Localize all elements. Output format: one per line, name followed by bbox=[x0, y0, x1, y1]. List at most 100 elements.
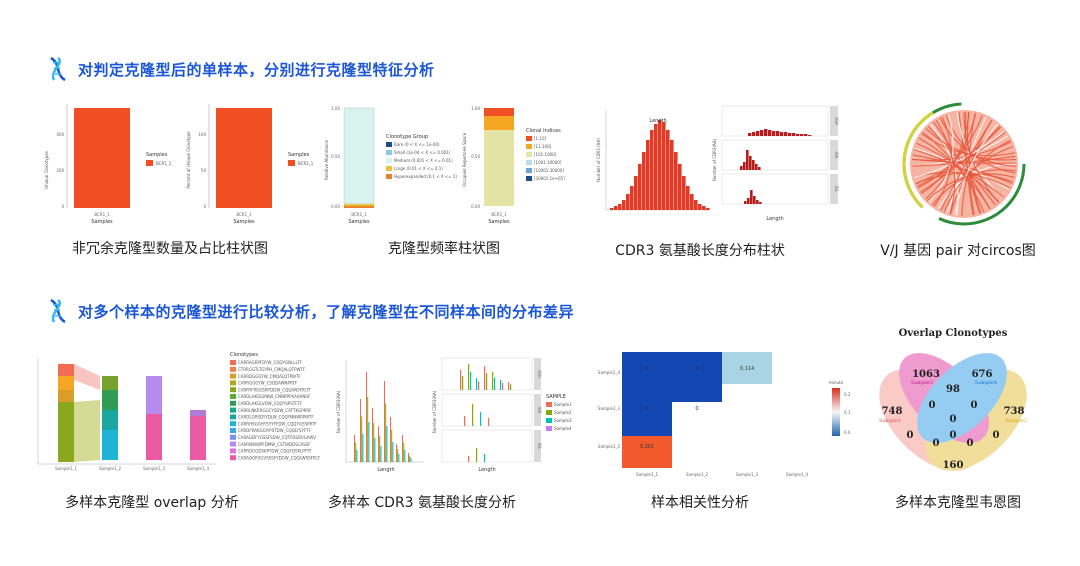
legend-label: CARRDGGDSKPYDW_CQQYQSPLPFTF bbox=[238, 449, 312, 454]
facet-bar bbox=[500, 380, 502, 390]
legend-title: Samples bbox=[288, 152, 310, 158]
legend: CARRAGRPFDYW_CQQYGNLLLTF CTRRGGTLTGYPH_CM… bbox=[230, 360, 320, 460]
stratum bbox=[58, 390, 74, 402]
bar bbox=[378, 426, 379, 462]
y-tick: 0.00 bbox=[471, 204, 480, 209]
y-tick: 400 bbox=[56, 132, 64, 137]
hist-bar bbox=[706, 208, 710, 210]
venn-diagram: Overlap Clonotypes 1063 676 748 738 98 1… bbox=[879, 328, 1027, 471]
facet-bar bbox=[468, 456, 470, 462]
legend-label: BCR1_1 bbox=[156, 161, 172, 166]
legend-label: CARRNWWPFDMW_CSTWDDSCASSF bbox=[238, 442, 311, 447]
hist-bar bbox=[666, 130, 670, 210]
facet-bar bbox=[752, 160, 755, 170]
bar bbox=[398, 454, 400, 462]
cell-value: 0 bbox=[645, 406, 648, 412]
facet-bar bbox=[480, 412, 482, 426]
legend-label: Rare (0 < X <= 1e-04) bbox=[394, 142, 440, 147]
col-label: Sample1_3 bbox=[736, 472, 759, 477]
venn-count: 748 bbox=[882, 406, 903, 417]
x-axis-label: Length bbox=[766, 216, 783, 222]
x-axis-label: Length bbox=[478, 467, 495, 473]
facet-bar bbox=[468, 364, 470, 390]
facet-bar bbox=[460, 370, 462, 390]
facet-bar bbox=[486, 373, 488, 390]
stratum bbox=[146, 376, 162, 414]
circos-link bbox=[922, 131, 985, 213]
outer-ring-yellow bbox=[902, 102, 1026, 226]
facet-bar bbox=[768, 130, 772, 136]
facet-bar bbox=[743, 162, 746, 170]
legend-label: [10001:30000] bbox=[534, 168, 564, 173]
legend-swatch bbox=[230, 360, 236, 365]
legend-swatch bbox=[146, 160, 153, 166]
y-axis-label: Number of CDR3(AA) bbox=[712, 138, 717, 181]
facet-strip: IGK bbox=[834, 152, 839, 159]
bar bbox=[374, 438, 376, 462]
bar bbox=[360, 399, 361, 462]
circos-link bbox=[913, 130, 1005, 178]
hist-bar bbox=[658, 120, 662, 210]
legend-swatch bbox=[230, 414, 236, 420]
legend-label: CARDLAKGLVDW_CQQYSPSTFTF bbox=[238, 401, 303, 406]
cell-value: 0 bbox=[695, 366, 698, 372]
y-axis-label: Unique Clonotypes bbox=[44, 151, 49, 189]
venn-count: 0 bbox=[933, 438, 940, 449]
stratum bbox=[102, 376, 118, 390]
facet-strip: IGH bbox=[537, 370, 542, 377]
facet-bar bbox=[749, 156, 752, 170]
y-tick: 100 bbox=[198, 132, 206, 137]
bar-segment-large bbox=[344, 206, 374, 208]
y-axis-label: Number of CDR3(AA) bbox=[432, 390, 437, 433]
cell-value: 0 bbox=[695, 406, 698, 412]
x-tick: BCR1_1 bbox=[94, 212, 110, 217]
legend-label: CARRYFPGGSNYDDW_CQQANSFPLTF bbox=[238, 387, 311, 392]
facet-bar bbox=[476, 448, 478, 462]
venn-count: 0 bbox=[907, 430, 914, 441]
flow bbox=[74, 400, 100, 462]
plot-a: Number of CDR3(AA) Length bbox=[336, 360, 424, 473]
legend-swatch bbox=[230, 400, 236, 406]
bar bbox=[361, 416, 363, 462]
facet-bar bbox=[494, 377, 496, 390]
facet-bars bbox=[740, 129, 812, 204]
facet-bar bbox=[752, 132, 756, 136]
histogram-bars bbox=[610, 120, 710, 210]
hist-bar bbox=[614, 206, 618, 210]
stratum bbox=[58, 364, 74, 376]
stratum bbox=[190, 410, 206, 416]
circos-links bbox=[912, 111, 1017, 216]
circos-link bbox=[914, 147, 1010, 191]
legend-swatch bbox=[230, 373, 236, 379]
facet-bar bbox=[492, 372, 494, 390]
bar bbox=[385, 403, 387, 462]
legend-swatch bbox=[230, 441, 236, 447]
hist-bar bbox=[646, 140, 650, 210]
bar bbox=[367, 397, 369, 462]
stratum bbox=[102, 410, 118, 430]
stratum bbox=[102, 390, 118, 410]
bar bbox=[408, 453, 409, 462]
legend-swatch bbox=[230, 394, 236, 399]
x-axis-label: Length bbox=[649, 118, 666, 124]
circos-link bbox=[964, 112, 974, 216]
facet-bar bbox=[488, 418, 490, 426]
caption: 克隆型频率柱状图 bbox=[388, 241, 500, 257]
facet-bar bbox=[476, 378, 478, 390]
cdr3-length-histogram: Number of CDR3 (AA) Length Number of CDR… bbox=[596, 105, 839, 222]
venn-title: Overlap Clonotypes bbox=[899, 328, 1008, 339]
facet-bar bbox=[808, 135, 812, 136]
y-axis-label: Occupied Repertoire Space bbox=[462, 132, 467, 187]
facet-bar bbox=[756, 200, 759, 204]
venn-count: 676 bbox=[972, 369, 993, 380]
circos-link bbox=[943, 146, 1014, 213]
circos-link bbox=[954, 123, 998, 216]
legend-label: CARDLAKGGMKW_CNNRPFKAAANSF bbox=[238, 394, 311, 399]
hist-bar bbox=[698, 204, 702, 210]
venn-count: 738 bbox=[1004, 406, 1025, 417]
legend-title: Clonotype Group bbox=[386, 134, 428, 140]
bar-segment bbox=[484, 130, 514, 206]
stratum bbox=[190, 416, 206, 460]
facet-bar bbox=[508, 382, 510, 390]
bar-segment bbox=[484, 116, 514, 130]
